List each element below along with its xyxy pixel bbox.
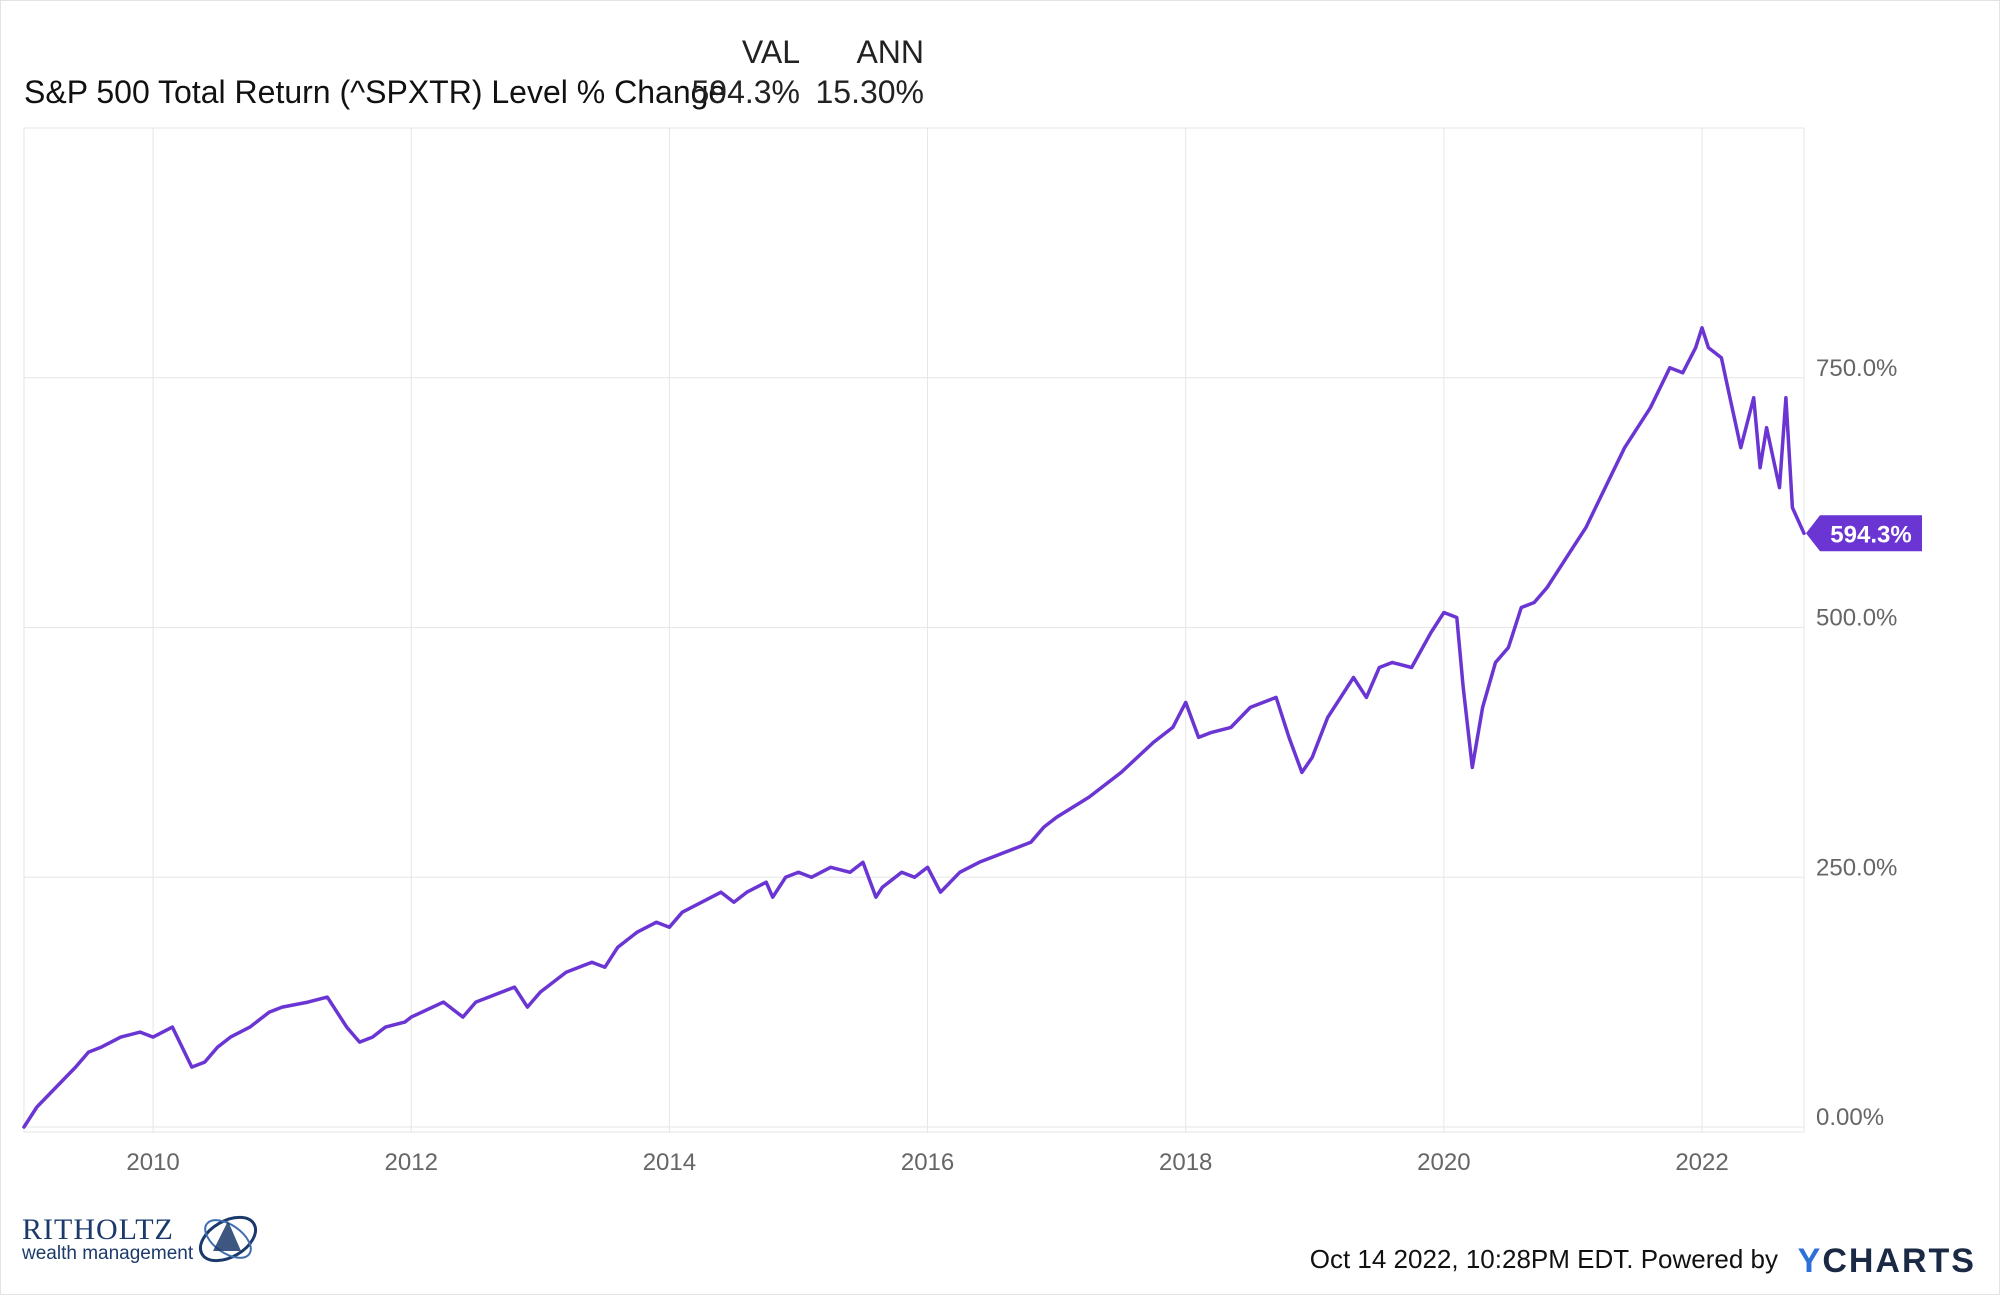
x-tick-label: 2014 xyxy=(643,1149,696,1176)
x-tick-label: 2018 xyxy=(1159,1149,1212,1176)
ycharts-y: Y xyxy=(1797,1242,1823,1280)
end-value-label: 594.3% xyxy=(1830,521,1911,548)
ycharts-text: CHARTS xyxy=(1822,1242,1976,1280)
legend-header-ann: ANN xyxy=(856,34,924,70)
end-value-badge xyxy=(1806,515,1922,552)
x-tick-label: 2010 xyxy=(126,1149,179,1176)
plot-area xyxy=(23,127,1805,1133)
series-line xyxy=(22,326,1806,1129)
x-tick-label: 2020 xyxy=(1417,1149,1470,1176)
y-tick-label: 750.0% xyxy=(1816,355,1897,382)
legend-series-ann: 15.30% xyxy=(815,74,924,110)
logo-name: RITHOLTZ xyxy=(22,1213,174,1246)
y-tick-label: 500.0% xyxy=(1816,605,1897,632)
y-tick-label: 0.00% xyxy=(1816,1104,1884,1131)
ycharts-logo: YCHARTS xyxy=(1798,1242,1976,1281)
footer-timestamp: Oct 14 2022, 10:28PM EDT. Powered by xyxy=(1309,1244,1778,1274)
logo-emblem-icon xyxy=(199,1215,258,1263)
ritholtz-logo: RITHOLTZ wealth management xyxy=(22,1207,263,1271)
x-tick-label: 2016 xyxy=(901,1149,954,1176)
y-tick-label: 250.0% xyxy=(1816,854,1897,881)
logo-subtitle: wealth management xyxy=(22,1243,194,1264)
x-tick-label: 2012 xyxy=(385,1149,438,1176)
legend-series-val: 594.3% xyxy=(691,74,800,110)
legend-header-val: VAL xyxy=(741,34,800,70)
legend-series-label: S&P 500 Total Return (^SPXTR) Level % Ch… xyxy=(24,74,727,110)
x-tick-label: 2022 xyxy=(1675,1149,1728,1176)
